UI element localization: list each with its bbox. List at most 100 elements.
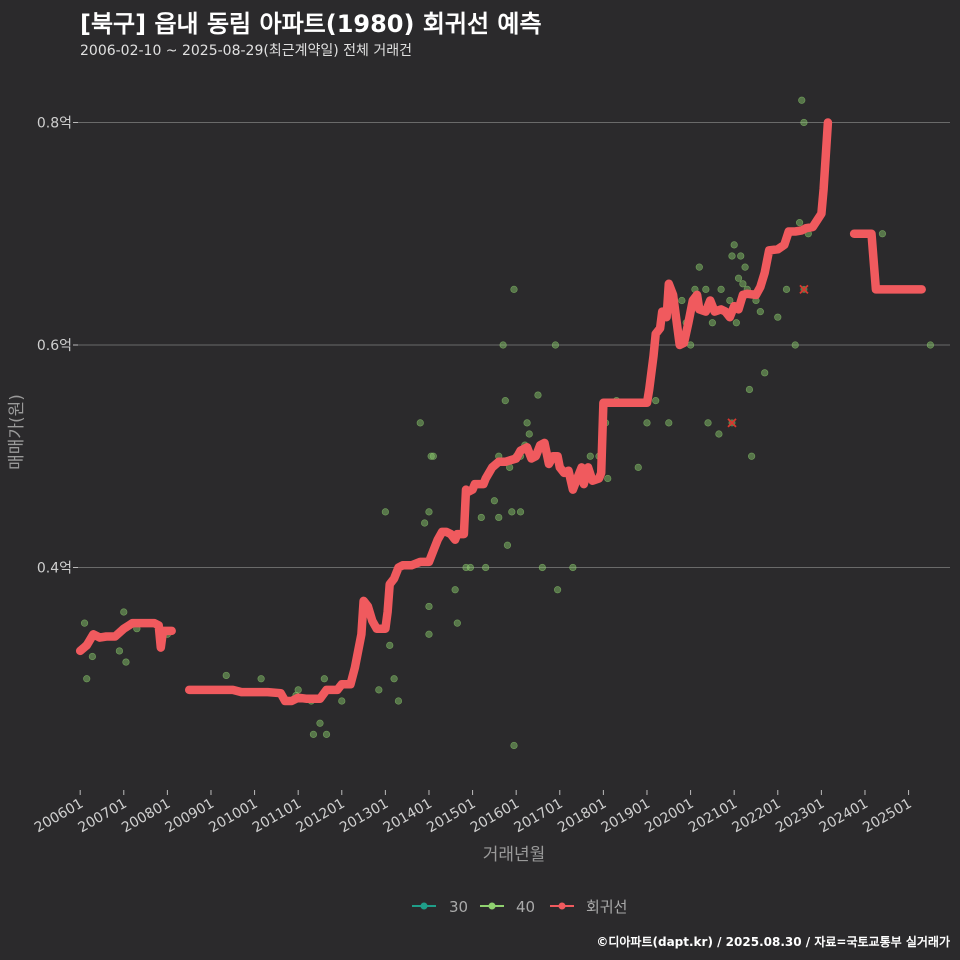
data-point xyxy=(222,671,230,680)
data-point xyxy=(553,586,562,594)
legend-item-regression: 회귀선 xyxy=(550,898,627,916)
data-point xyxy=(322,730,331,738)
data-point xyxy=(508,508,516,516)
x-tick-label: 200801 xyxy=(119,796,173,837)
data-point xyxy=(878,230,887,238)
data-point xyxy=(425,630,433,638)
x-tick-label: 201601 xyxy=(468,796,522,837)
x-tick-label: 200601 xyxy=(32,796,86,837)
x-tick-label: 202301 xyxy=(773,796,827,837)
data-point xyxy=(726,296,734,305)
data-point xyxy=(538,563,546,572)
data-point xyxy=(652,397,660,405)
chart-title: [북구] 읍내 동림 아파트(1980) 회귀선 예측 xyxy=(80,10,542,38)
x-tick-label: 201101 xyxy=(250,796,304,837)
data-point xyxy=(477,513,485,522)
data-point xyxy=(499,341,507,349)
regression-line xyxy=(75,618,176,656)
data-point xyxy=(730,241,738,249)
data-point xyxy=(425,508,433,516)
data-point xyxy=(708,319,716,327)
legend-swatch-dot-30 xyxy=(420,902,428,910)
regression-layer xyxy=(75,118,926,706)
data-point xyxy=(795,219,804,227)
data-point xyxy=(745,385,754,394)
legend-label-40: 40 xyxy=(516,898,535,916)
data-point xyxy=(525,430,533,438)
data-point xyxy=(643,419,651,427)
data-point xyxy=(741,263,749,271)
data-point xyxy=(482,563,490,572)
data-point xyxy=(634,463,642,471)
x-tick-label: 201201 xyxy=(293,796,347,837)
data-point xyxy=(338,697,346,705)
data-point xyxy=(462,563,470,572)
x-tick-label: 201801 xyxy=(555,796,609,837)
data-point xyxy=(702,285,710,293)
data-point xyxy=(534,391,542,399)
legend-swatch-dot-40 xyxy=(488,902,496,910)
x-tick-label: 201901 xyxy=(599,796,653,837)
legend-label-30: 30 xyxy=(449,898,468,916)
data-point xyxy=(715,430,723,438)
legend-swatch-dot-regression xyxy=(558,902,566,910)
data-point xyxy=(375,686,383,694)
data-point xyxy=(490,497,498,505)
source-credit: ©디아파트(dapt.kr) / 2025.08.30 / 자료=국토교통부 실… xyxy=(596,935,950,949)
data-point xyxy=(665,419,673,427)
x-tick-label: 201401 xyxy=(381,796,435,837)
legend-item-30: 30 xyxy=(412,898,468,916)
highlight-layer xyxy=(727,284,809,428)
data-point xyxy=(120,608,128,616)
grid-layer xyxy=(78,122,950,568)
data-point xyxy=(516,508,525,516)
data-point xyxy=(122,658,130,666)
data-point xyxy=(501,397,509,405)
data-point xyxy=(695,263,703,271)
x-tick-label: 202101 xyxy=(686,796,740,837)
data-point xyxy=(394,697,403,705)
data-point xyxy=(453,619,461,627)
x-tick-label: 201001 xyxy=(206,796,260,837)
y-tick-label: 0.6억 xyxy=(37,338,72,354)
data-point xyxy=(728,252,736,260)
data-point xyxy=(503,541,512,549)
data-point xyxy=(495,513,503,522)
data-point xyxy=(748,452,756,460)
data-point xyxy=(429,452,437,460)
x-tick-label: 202001 xyxy=(642,796,696,837)
data-point xyxy=(316,719,324,727)
data-point xyxy=(604,474,612,483)
data-point xyxy=(427,452,435,460)
highlight-marker xyxy=(727,418,737,428)
data-point xyxy=(586,452,594,460)
data-point xyxy=(510,741,518,750)
legend-label-regression: 회귀선 xyxy=(586,898,627,916)
y-axis-ticks: 0.4억 0.6억 0.8억 xyxy=(37,116,78,577)
x-axis-title: 거래년월 xyxy=(483,845,546,865)
highlight-marker xyxy=(799,284,809,295)
data-point xyxy=(926,341,934,349)
x-tick-label: 201701 xyxy=(511,796,565,837)
data-point xyxy=(761,369,769,377)
points-layer xyxy=(80,96,934,750)
data-point xyxy=(737,252,745,260)
x-tick-label: 201301 xyxy=(337,796,391,837)
data-point xyxy=(80,619,89,627)
data-point xyxy=(678,296,686,305)
legend: 30 40 회귀선 xyxy=(412,898,627,916)
data-point xyxy=(320,675,328,683)
x-tick-label: 202501 xyxy=(860,796,914,837)
x-axis-ticks: 2006012007012008012009012010012011012012… xyxy=(32,790,915,836)
data-point xyxy=(732,319,740,327)
regression-line xyxy=(849,229,926,294)
data-point xyxy=(551,341,560,349)
x-tick-label: 200701 xyxy=(75,796,129,837)
data-point xyxy=(257,675,265,683)
data-point xyxy=(782,285,791,293)
data-point xyxy=(416,419,424,427)
data-point xyxy=(756,308,764,316)
x-tick-label: 201501 xyxy=(424,796,478,837)
data-point xyxy=(309,730,318,738)
